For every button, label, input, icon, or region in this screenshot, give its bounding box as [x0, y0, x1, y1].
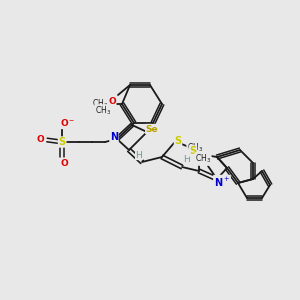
Text: CH$_3$: CH$_3$ — [195, 153, 211, 165]
Text: CH$_3$: CH$_3$ — [92, 98, 108, 110]
Text: O: O — [60, 158, 68, 167]
Text: CH$_3$: CH$_3$ — [187, 142, 203, 154]
Text: H: H — [136, 151, 142, 160]
Text: O: O — [36, 136, 44, 145]
Text: N: N — [110, 132, 118, 142]
Text: S: S — [174, 136, 182, 146]
Text: S: S — [58, 137, 66, 147]
Text: O: O — [108, 97, 116, 106]
Text: S: S — [189, 146, 197, 156]
Text: H: H — [184, 155, 190, 164]
Text: O$^-$: O$^-$ — [60, 118, 76, 128]
Text: N$^+$: N$^+$ — [214, 176, 230, 188]
Text: Se: Se — [146, 124, 158, 134]
Text: CH$_3$: CH$_3$ — [95, 105, 111, 117]
